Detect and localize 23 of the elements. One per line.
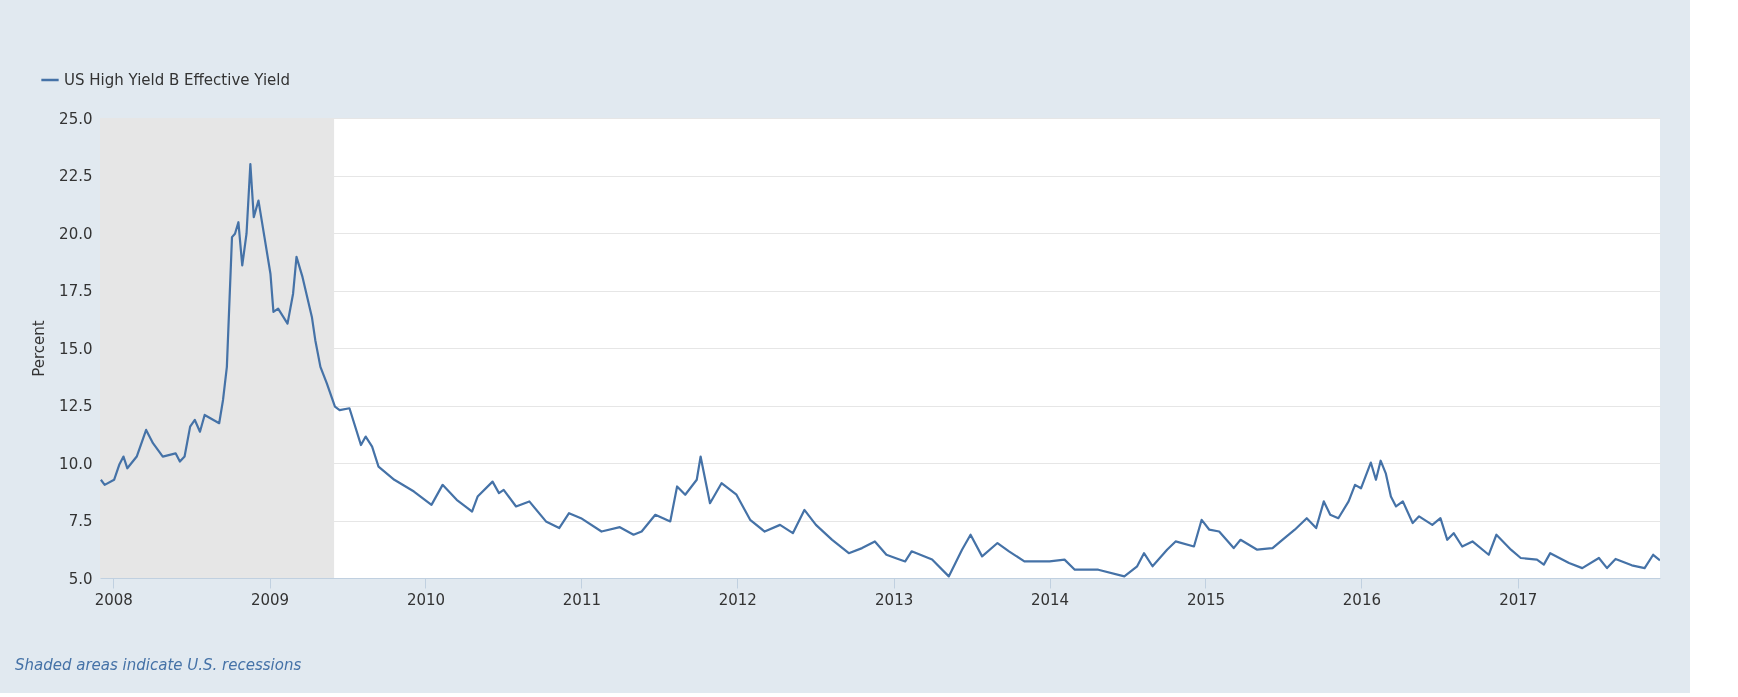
y-tick-label: 22.5 <box>59 167 93 185</box>
x-tick-label: 2013 <box>875 590 914 609</box>
y-tick-label: 7.5 <box>68 512 93 530</box>
y-tick-label: 12.5 <box>59 397 93 415</box>
x-tick-label: 2012 <box>718 590 757 609</box>
y-tick-label: 25.0 <box>59 109 93 128</box>
y-tick-label: 10.0 <box>59 454 93 473</box>
x-tick-label: 2017 <box>1499 590 1538 609</box>
x-tick-label: 2011 <box>562 590 602 609</box>
y-tick-label: 17.5 <box>59 282 93 300</box>
x-tick-label: 2016 <box>1342 590 1382 609</box>
text: Shaded areas indicate U.S. recessions <box>15 656 302 674</box>
legend-label: US High Yield B Effective Yield <box>64 71 290 89</box>
x-tick-label: 2009 <box>250 590 290 609</box>
y-axis-title: Percent <box>30 320 49 377</box>
x-tick-label: 2010 <box>406 590 446 609</box>
y-tick-label: 15.0 <box>59 339 93 358</box>
x-tick-label: 2015 <box>1186 590 1226 609</box>
y-tick-label: 20.0 <box>59 224 93 243</box>
y-tick-label: 5.0 <box>68 569 93 588</box>
x-tick-label: 2008 <box>94 590 133 609</box>
x-tick-label: 2014 <box>1030 590 1070 609</box>
line-series <box>100 162 1660 578</box>
